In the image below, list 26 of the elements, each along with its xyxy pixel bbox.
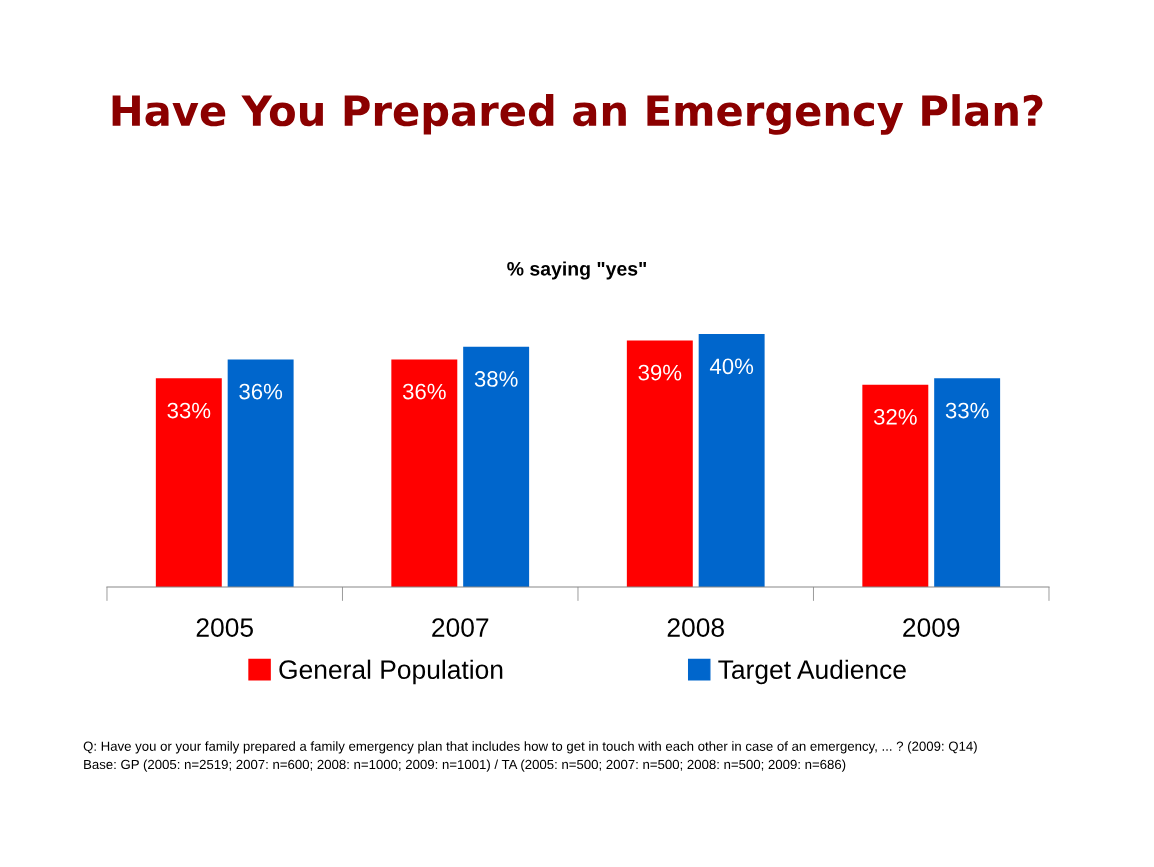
legend-label: General Population [279,659,503,685]
x-tick-label: 2007 [432,618,489,637]
data-label: 33% [945,402,989,419]
data-label: 36% [239,383,283,400]
bar [391,359,458,587]
data-label: 32% [873,409,917,425]
bar [698,334,765,587]
text: Q: Have you or your family prepared a family emergency plan that includes how to get in touch with each other in case of an emergency, ... ? (2009: Q14) [83,741,977,754]
x-tick-label: 2005 [196,618,253,637]
data-label: 40% [709,358,754,375]
legend-label: Target Audience [718,659,906,685]
data-label: 39% [638,364,682,381]
bar [626,340,693,587]
chart-title: Have You Prepared an Emergency Plan? [112,94,1043,135]
text: Base: GP (2005: n=2519; 2007: n=600; 2008: n=1000; 2009: n=1001) / TA (2005: n=500; 2007: n=500; 2008: n=500; 2009: n=686) [84,759,846,772]
data-label: 33% [167,402,211,419]
x-tick-label: 2008 [667,618,724,637]
data-label: 38% [474,371,518,387]
bar [155,378,222,587]
bar [862,384,929,587]
bar [463,346,530,587]
data-label: 36% [402,383,446,400]
x-tick-label: 2009 [903,618,960,637]
bar [227,359,294,587]
chart-subtitle: % saying "yes" [507,261,647,280]
bar [934,378,1001,587]
